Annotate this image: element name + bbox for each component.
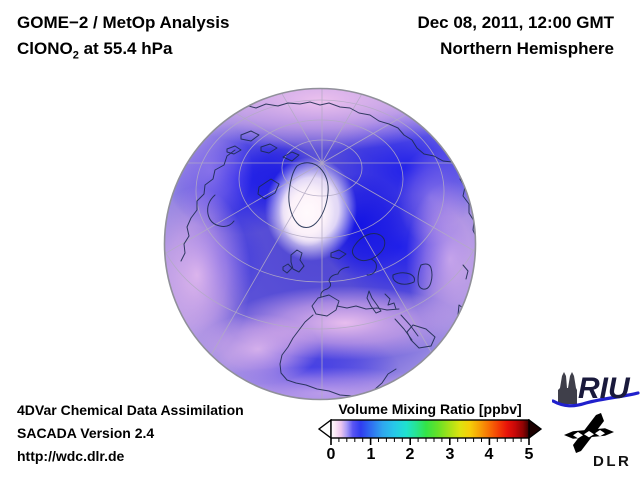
colorbar-minor-ticks [338, 438, 522, 442]
tick-label-5: 5 [524, 446, 534, 463]
species-name: ClONO [17, 39, 73, 58]
url-label: http://wdc.dlr.de [17, 448, 125, 464]
colorbar-right-arrow [528, 419, 542, 440]
colorbar-gradient [330, 419, 530, 439]
colorbar-major-ticks [330, 438, 530, 445]
tick-label-3: 3 [445, 446, 455, 463]
tick-label-2: 2 [405, 446, 415, 463]
globe-outline [163, 87, 477, 401]
river-wave-icon [552, 391, 640, 408]
tick-label-0: 0 [326, 446, 336, 463]
colorbar-left-arrow [318, 419, 332, 440]
colorbar-title: Volume Mixing Ratio [ppbv] [338, 401, 522, 417]
colorbar [318, 419, 542, 445]
assimilation-label: 4DVar Chemical Data Assimilation [17, 402, 244, 418]
product-title: GOME−2 / MetOp Analysis [17, 13, 230, 32]
pressure-level: at 55.4 hPa [78, 39, 173, 58]
dlr-wordmark: DLR [593, 453, 631, 470]
dlr-star-icon [564, 413, 614, 453]
species-level-label: ClONO2 at 55.4 hPa [17, 39, 172, 61]
cathedral-icon [558, 372, 577, 404]
dlr-logo: DLR [564, 413, 631, 470]
tick-label-4: 4 [484, 446, 494, 463]
tick-label-1: 1 [366, 446, 376, 463]
species-subscript: 2 [72, 49, 79, 62]
version-label: SACADA Version 2.4 [17, 425, 155, 441]
hemisphere-label: Northern Hemisphere [440, 39, 614, 58]
globe-map [163, 87, 477, 401]
riu-logo: RIU [552, 372, 640, 408]
riu-wordmark: RIU [578, 372, 631, 405]
datetime-label: Dec 08, 2011, 12:00 GMT [417, 13, 614, 32]
